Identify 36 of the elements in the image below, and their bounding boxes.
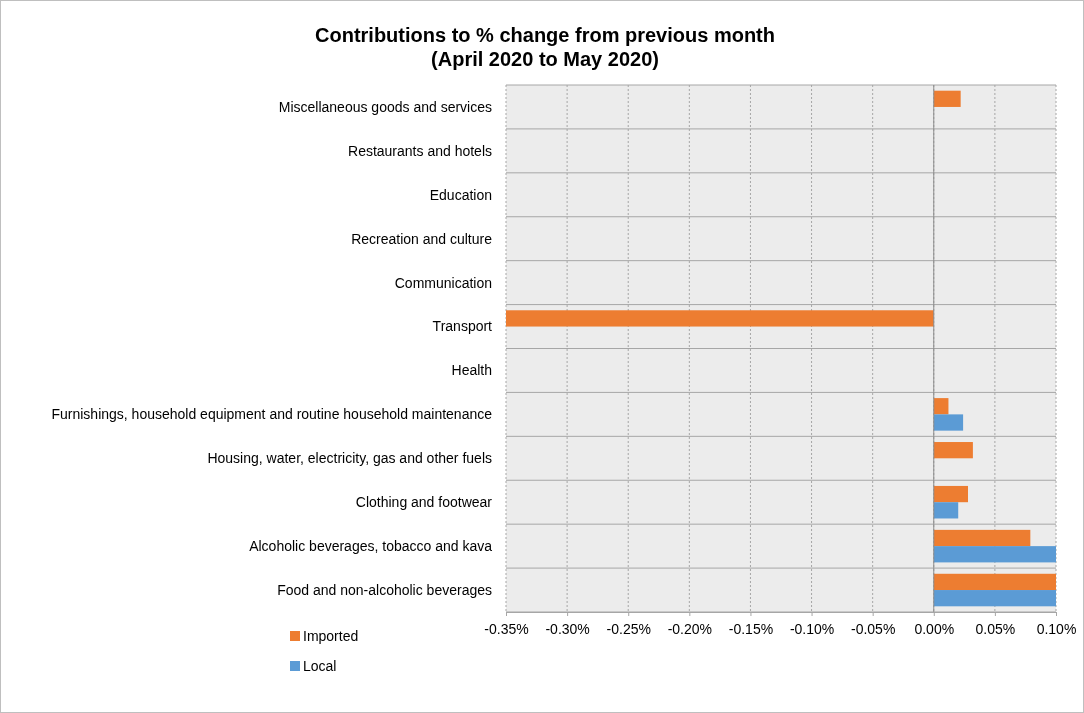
y-tick-label: Miscellaneous goods and services xyxy=(278,98,492,115)
y-tick-label: Food and non-alcoholic beverages xyxy=(277,581,492,598)
x-tick-label: 0.00% xyxy=(914,620,955,637)
y-tick-label: Recreation and culture xyxy=(351,230,493,247)
y-tick-label: Alcoholic beverages, tobacco and kava xyxy=(249,538,493,555)
y-tick-label: Education xyxy=(429,186,492,203)
bar xyxy=(506,310,934,327)
y-tick-label: Clothing and footwear xyxy=(355,494,493,511)
y-tick-label: Transport xyxy=(432,318,493,335)
chart-title: Contributions to % change from previous month (April 2020 to May 2020) xyxy=(315,24,775,70)
bar xyxy=(933,398,949,415)
bar xyxy=(933,90,961,107)
x-tick-label: -0.15% xyxy=(728,620,774,637)
bar xyxy=(933,529,1031,547)
x-tick-label: 0.10% xyxy=(1036,620,1077,637)
x-tick-label: 0.05% xyxy=(975,620,1016,637)
bar xyxy=(933,485,968,503)
y-tick-label: Health xyxy=(451,362,492,379)
bar xyxy=(933,414,964,431)
bar xyxy=(933,442,973,459)
x-tick-label: -0.05% xyxy=(850,620,896,637)
bar xyxy=(933,546,1056,563)
x-tick-label: -0.35% xyxy=(484,620,529,637)
x-tick-label: -0.25% xyxy=(606,620,651,637)
x-tick-label: -0.30% xyxy=(545,620,590,637)
x-tick-label: -0.10% xyxy=(789,620,835,637)
legend-label: Imported xyxy=(303,628,359,644)
bar xyxy=(933,573,1056,591)
bar xyxy=(933,590,1056,607)
y-tick-label: Housing, water, electricity, gas and other fuels xyxy=(207,450,492,467)
y-tick-label: Furnishings, household equipment and routine household maintenance xyxy=(51,406,493,423)
y-tick-label: Communication xyxy=(394,274,492,291)
x-tick-label: -0.20% xyxy=(667,620,713,637)
bar xyxy=(933,502,959,519)
legend-label: Local xyxy=(303,658,337,674)
y-tick-label: Restaurants and hotels xyxy=(348,142,492,159)
